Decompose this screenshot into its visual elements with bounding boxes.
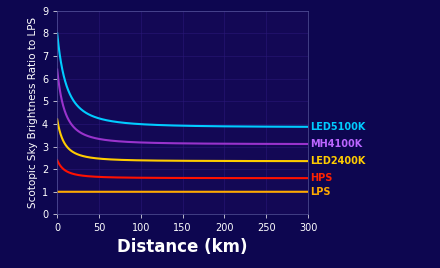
X-axis label: Distance (km): Distance (km) xyxy=(117,238,248,256)
Y-axis label: Scotopic Sky Brightness Ratio to LPS: Scotopic Sky Brightness Ratio to LPS xyxy=(28,17,38,208)
Text: HPS: HPS xyxy=(310,173,332,183)
Text: MH4100K: MH4100K xyxy=(310,139,362,149)
Text: LED2400K: LED2400K xyxy=(310,156,365,166)
Text: LED5100K: LED5100K xyxy=(310,122,365,132)
Text: LPS: LPS xyxy=(310,187,330,197)
